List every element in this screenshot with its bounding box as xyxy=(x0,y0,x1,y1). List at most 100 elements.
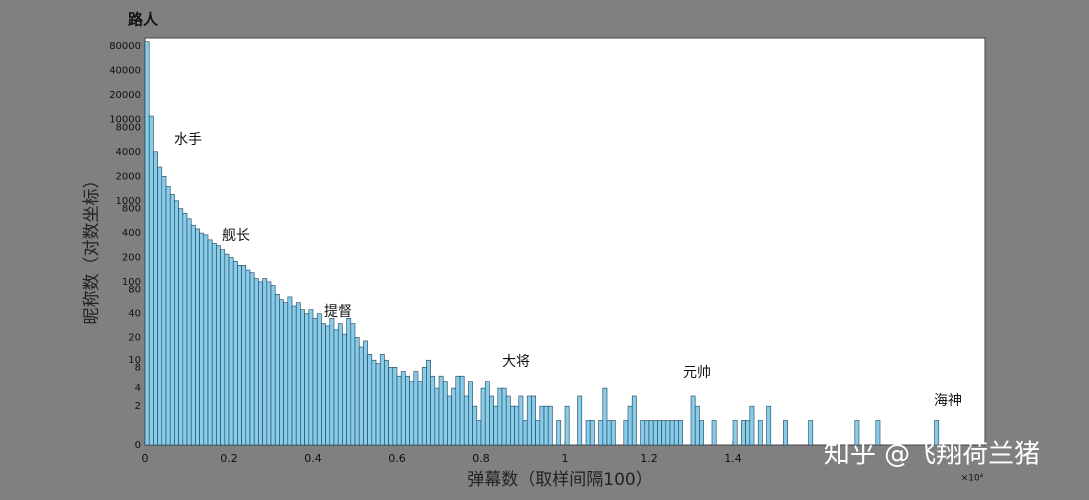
bar xyxy=(484,381,490,446)
x-tick-label: 0.4 xyxy=(304,452,322,465)
bar xyxy=(203,234,209,446)
bar xyxy=(505,395,511,446)
bar xyxy=(518,395,524,446)
bar xyxy=(367,354,373,446)
bar xyxy=(497,387,503,446)
bar xyxy=(270,285,276,446)
bar xyxy=(329,318,335,446)
bar xyxy=(417,381,423,446)
bar xyxy=(237,265,242,446)
bar xyxy=(585,420,591,446)
bar xyxy=(531,395,536,446)
bar xyxy=(169,194,175,446)
bar xyxy=(459,375,465,446)
y-tick-label: 800 xyxy=(122,204,141,215)
bar xyxy=(602,387,608,446)
bar xyxy=(808,420,814,446)
x-multiplier: ×10⁴ xyxy=(961,474,984,484)
bar xyxy=(400,371,406,446)
bar xyxy=(745,420,751,446)
bar xyxy=(375,363,381,446)
bar xyxy=(699,420,704,446)
bar xyxy=(623,420,629,446)
annotation: 水手 xyxy=(174,132,202,148)
bar xyxy=(153,151,158,446)
bar xyxy=(216,245,221,446)
bar xyxy=(783,420,788,446)
bar xyxy=(279,299,284,446)
bar xyxy=(430,375,436,446)
bar xyxy=(337,323,343,446)
y-tick-label: 400 xyxy=(122,228,141,239)
bar xyxy=(379,354,385,446)
bar xyxy=(283,302,289,446)
bar xyxy=(291,305,297,446)
bar xyxy=(711,420,717,446)
bar xyxy=(678,420,683,446)
bar xyxy=(426,359,431,446)
bar xyxy=(274,294,280,446)
x-tick-label: 0.8 xyxy=(472,452,490,465)
bar xyxy=(392,367,398,446)
bar xyxy=(644,420,650,446)
bar xyxy=(316,313,322,446)
bar xyxy=(354,337,360,446)
y-tick-label: 8 xyxy=(135,362,141,373)
bar xyxy=(421,367,427,446)
y-tick-label: 2 xyxy=(135,401,141,412)
bar xyxy=(190,224,196,446)
bar xyxy=(501,387,507,446)
bar xyxy=(371,359,377,446)
bar xyxy=(300,309,305,446)
y-tick-label: 40 xyxy=(128,309,141,320)
bar xyxy=(766,405,772,446)
annotation: 海神 xyxy=(934,393,962,409)
x-tick-label: 1.2 xyxy=(640,452,658,465)
bar xyxy=(543,405,549,446)
bar xyxy=(442,381,448,446)
y-tick-label: 40000 xyxy=(109,65,141,76)
bar xyxy=(514,405,520,446)
bar xyxy=(220,249,226,446)
bar xyxy=(232,260,238,446)
bar xyxy=(463,395,469,446)
bar xyxy=(522,420,528,446)
bar xyxy=(472,405,478,446)
bar xyxy=(161,175,167,446)
bar xyxy=(673,420,679,446)
y-tick-label: 1000 xyxy=(116,196,141,207)
bar xyxy=(148,115,154,446)
bar xyxy=(438,375,444,446)
y-tick-label: 4000 xyxy=(116,147,141,158)
y-tick-label: 4 xyxy=(135,383,141,394)
bar xyxy=(455,375,461,446)
y-tick-label: 100 xyxy=(122,277,141,288)
bar xyxy=(333,329,339,446)
bar xyxy=(287,296,293,446)
bar xyxy=(640,420,646,446)
bar xyxy=(749,405,755,446)
bar xyxy=(661,420,667,446)
bar xyxy=(342,333,347,446)
bar xyxy=(363,340,368,446)
bar xyxy=(224,253,230,446)
bar xyxy=(577,395,583,446)
y-tick-label: 80000 xyxy=(109,41,141,52)
y-tick-label: 80 xyxy=(128,285,141,296)
x-tick-label: 0.2 xyxy=(220,452,238,465)
bar xyxy=(321,323,326,446)
bar xyxy=(694,405,700,446)
bar xyxy=(489,395,494,446)
bar xyxy=(447,395,452,446)
bar xyxy=(409,381,415,446)
bar xyxy=(854,420,860,446)
bar xyxy=(207,239,213,446)
bar xyxy=(468,381,473,446)
bar xyxy=(241,265,247,446)
bar xyxy=(875,420,881,446)
bar xyxy=(258,281,263,446)
bar xyxy=(325,325,331,446)
bar xyxy=(434,387,440,446)
bar xyxy=(556,420,562,446)
x-tick-label: 0 xyxy=(142,452,149,465)
